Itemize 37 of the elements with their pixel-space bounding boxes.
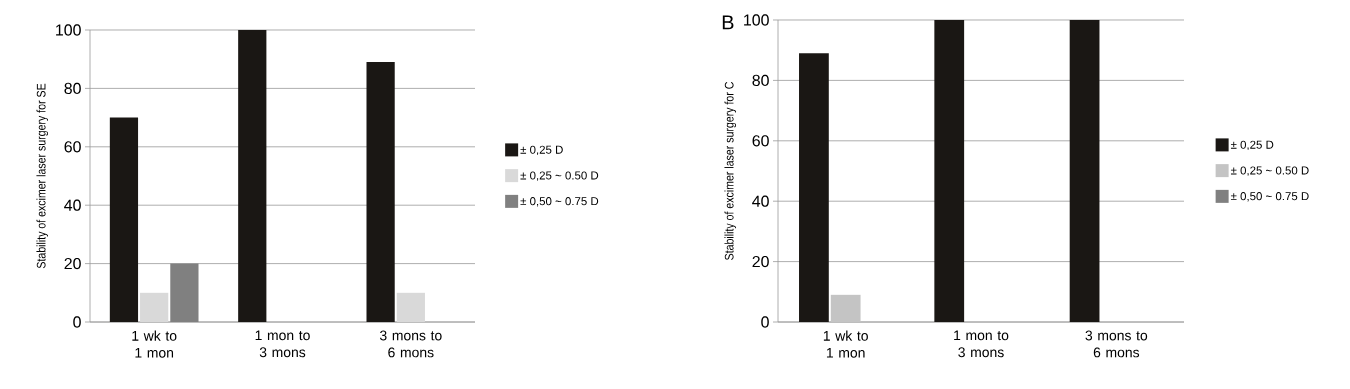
legend-label: ± 0,50 ~ 0.75 D xyxy=(520,197,599,207)
bar xyxy=(934,20,965,322)
y-tick-label: 20 xyxy=(752,255,769,268)
x-tick-label: 1 wk to 1 mon xyxy=(823,330,868,358)
legend-label: ± 0,25 ~ 0.50 D xyxy=(520,171,599,181)
bar xyxy=(366,62,395,322)
y-tick-label: 80 xyxy=(64,82,81,95)
y-tick-label: 0 xyxy=(761,316,769,328)
bar xyxy=(170,263,199,322)
y-tick-label: 60 xyxy=(64,141,81,153)
legend-label: ± 0,50 ~ 0.75 D xyxy=(1230,192,1309,202)
chart-title: B xyxy=(722,15,734,30)
y-tick-label: 0 xyxy=(73,316,81,328)
bar xyxy=(1069,20,1100,322)
y-tick-label: 40 xyxy=(752,195,769,207)
bar xyxy=(140,292,169,322)
legend-label: ± 0,25 D xyxy=(1230,140,1274,151)
y-tick-label: 100 xyxy=(744,14,769,26)
y-axis-title: Stability of excimer laser surgery for SE xyxy=(36,83,49,269)
bar xyxy=(109,117,139,322)
x-tick-label: 1 mon to 3 mons xyxy=(954,330,1009,358)
x-tick-label: 3 mons to 6 mons xyxy=(1085,330,1148,358)
bar xyxy=(799,53,829,322)
y-tick-label: 20 xyxy=(64,257,81,270)
bar xyxy=(396,292,425,322)
x-tick-label: 1 wk to 1 mon xyxy=(132,330,177,358)
bar xyxy=(238,30,267,322)
legend-label: ± 0,25 ~ 0.50 D xyxy=(1230,166,1309,176)
y-tick-label: 40 xyxy=(64,199,81,211)
y-tick-label: 100 xyxy=(56,24,81,36)
legend-label: ± 0,25 D xyxy=(520,145,563,156)
y-tick-label: 60 xyxy=(752,135,769,147)
y-tick-label: 80 xyxy=(752,74,769,87)
x-tick-label: 1 mon to 3 mons xyxy=(255,330,310,358)
x-tick-label: 3 mons to 6 mons xyxy=(379,330,442,358)
bar xyxy=(830,294,861,322)
y-axis-title: Stability of excimer laser surgery for C xyxy=(724,82,737,260)
